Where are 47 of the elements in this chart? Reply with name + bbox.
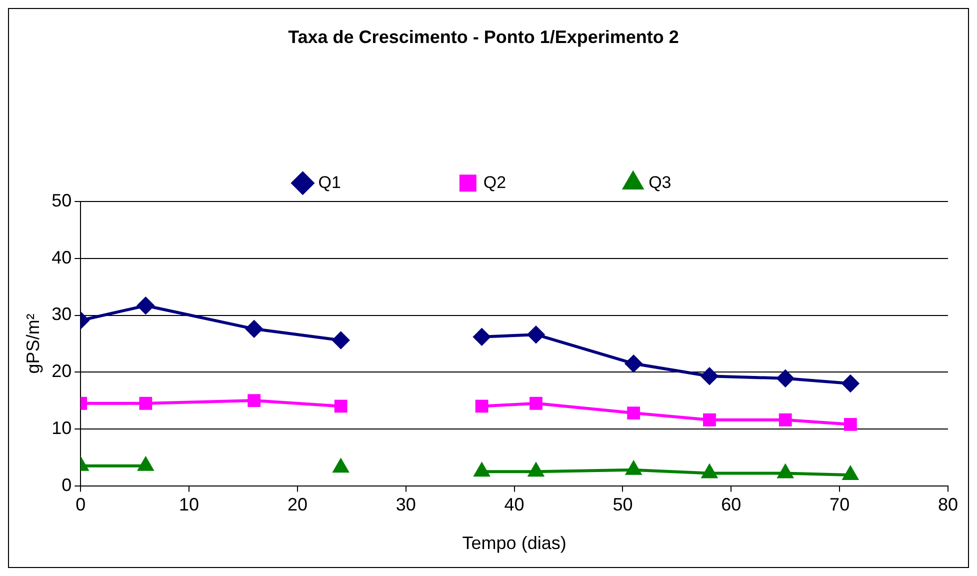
y-tick-label: 0 — [62, 474, 72, 495]
point — [138, 457, 154, 471]
point — [334, 400, 348, 413]
x-tick-label: 80 — [938, 494, 958, 515]
point — [842, 374, 859, 392]
legend-label: Q2 — [483, 172, 506, 192]
point — [778, 464, 793, 478]
x-tick-label: 50 — [612, 494, 633, 515]
legend-label: Q3 — [648, 172, 672, 192]
point — [844, 418, 857, 431]
x-tick-label: 10 — [179, 494, 200, 515]
y-tick-label: 30 — [52, 304, 72, 324]
point — [530, 396, 542, 410]
legend-label: Q1 — [318, 172, 341, 192]
y-tick-label: 10 — [52, 418, 72, 438]
point — [248, 394, 261, 407]
point — [700, 368, 718, 385]
y-tick-label: 50 — [52, 190, 72, 211]
point — [332, 332, 350, 349]
x-tick-label: 20 — [287, 494, 308, 515]
x-axis-title: Tempo (dias) — [462, 533, 566, 554]
point — [473, 328, 490, 346]
point — [246, 320, 263, 338]
x-tick-label: 0 — [76, 494, 86, 515]
point — [139, 396, 152, 410]
chart-title: Taxa de Crescimento - Ponto 1/Experimento 2 — [288, 26, 679, 47]
point — [474, 463, 490, 477]
x-tick-label: 30 — [396, 494, 416, 515]
point — [627, 406, 640, 420]
y-tick-label: 40 — [52, 247, 72, 268]
x-tick-label: 60 — [721, 494, 742, 515]
x-tick-label: 70 — [830, 494, 850, 515]
point — [702, 464, 718, 478]
point — [475, 400, 488, 413]
x-tick-label: 40 — [504, 494, 524, 515]
point — [625, 355, 642, 372]
point — [842, 466, 858, 480]
point — [778, 413, 792, 426]
point — [333, 459, 348, 473]
y-axis-title: gPS/m² — [22, 314, 43, 374]
point — [527, 326, 544, 344]
y-tick-label: 20 — [52, 361, 72, 382]
point — [137, 297, 154, 314]
point — [776, 370, 794, 387]
point — [528, 463, 544, 477]
point — [703, 413, 716, 426]
point — [626, 461, 642, 475]
